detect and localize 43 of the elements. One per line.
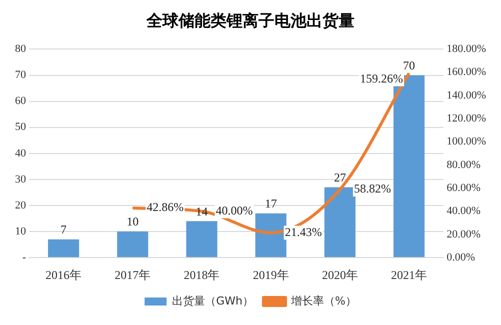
x-tick-label: 2016年: [46, 268, 82, 282]
y-tick-label: -: [22, 251, 26, 264]
y-tick-label: 30: [15, 173, 26, 186]
y-tick-label: 10: [15, 225, 26, 238]
data-label: 42.86%: [146, 200, 184, 214]
x-tick-label: 2018年: [184, 268, 220, 282]
legend-label: 增长率（%）: [290, 294, 356, 308]
bar: [186, 221, 218, 258]
y2-tick-label: 40.00%: [446, 205, 481, 218]
data-label: 10: [126, 214, 139, 229]
bar: [117, 232, 148, 258]
y2-tick-label: 0.00%: [446, 251, 476, 264]
y-tick-label: 60: [15, 95, 26, 108]
x-tick-label: 2021年: [391, 268, 428, 282]
data-label: 17: [264, 196, 277, 210]
bar: [48, 239, 80, 258]
data-label: 27: [334, 170, 346, 184]
chart-title: 全球储能类锂离子电池出货量: [146, 10, 354, 30]
y-tick-label: 50: [15, 121, 26, 134]
x-tick-label: 2020年: [322, 268, 358, 282]
y-tick-label: 70: [15, 69, 26, 82]
y2-tick-label: 140.00%: [446, 89, 486, 102]
y2-tick-label: 120.00%: [446, 112, 486, 125]
data-label: 40.00%: [216, 203, 253, 218]
data-label: 21.43%: [284, 224, 322, 239]
y-tick-label: 20: [15, 199, 26, 212]
data-label: 70: [403, 58, 416, 72]
y-tick-label: 80: [15, 43, 26, 56]
data-label: 7: [60, 222, 67, 237]
y2-tick-label: 160.00%: [446, 66, 486, 78]
y-tick-label: 40: [15, 147, 26, 160]
y2-tick-label: 20.00%: [446, 228, 481, 240]
y2-tick-label: 80.00%: [446, 158, 481, 171]
y2-tick-label: 100.00%: [446, 136, 486, 148]
x-tick-label: 2017年: [114, 268, 151, 282]
bar: [324, 187, 356, 258]
bar: [255, 213, 286, 258]
y2-tick-label: 60.00%: [446, 182, 481, 194]
x-tick-label: 2019年: [252, 268, 289, 282]
y2-tick-label: 180.00%: [446, 43, 486, 56]
legend-label: 出货量（GWh）: [172, 294, 254, 308]
data-label: 58.82%: [354, 182, 391, 196]
data-label: 159.26%: [360, 71, 404, 86]
